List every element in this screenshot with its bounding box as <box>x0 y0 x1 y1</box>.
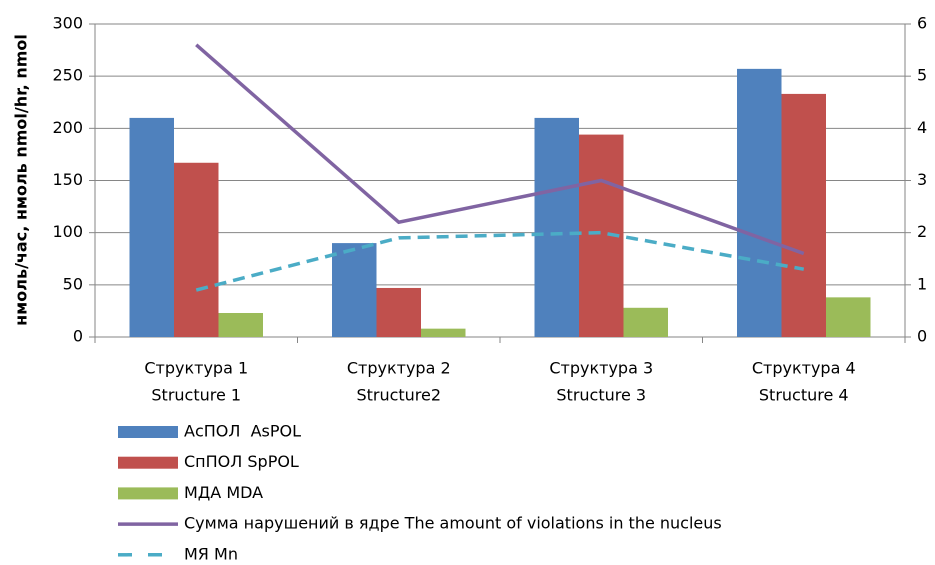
line-series <box>195 230 805 292</box>
y2-tick-label: 0 <box>917 327 927 346</box>
bar <box>376 287 421 337</box>
x-tick-label: Структура 4 <box>752 359 856 378</box>
bar <box>332 243 377 337</box>
legend-label: МЯ Mn <box>184 544 238 563</box>
y2-tick-label: 1 <box>917 274 927 293</box>
bar <box>737 68 782 337</box>
legend-swatch <box>118 456 178 469</box>
x-tick-label: Structure2 <box>356 386 441 405</box>
y-tick-label: 50 <box>63 274 83 293</box>
bar <box>218 313 263 337</box>
x-tick-label: Structure 1 <box>151 386 241 405</box>
y-tick-label: 250 <box>52 66 83 85</box>
x-tick-label: Структура 2 <box>347 359 451 378</box>
x-tick-label: Structure 4 <box>759 386 849 405</box>
legend-swatch <box>118 487 178 500</box>
y2-tick-label: 2 <box>917 222 927 241</box>
legend-label: МДА MDA <box>184 483 263 502</box>
x-tick-label: Структура 1 <box>144 359 248 378</box>
y-tick-label: 200 <box>52 118 83 137</box>
bar <box>623 307 668 337</box>
legend-label: Сумма нарушений в ядре The amount of vio… <box>184 514 722 533</box>
y-tick-label: 100 <box>52 222 83 241</box>
bar <box>421 328 466 337</box>
x-tick-label: Structure 3 <box>556 386 646 405</box>
legend-label: СпПОЛ SpPOL <box>184 452 299 471</box>
legend-label: АсПОЛ AsPOL <box>184 422 301 441</box>
bar <box>534 117 579 338</box>
bar <box>781 93 826 337</box>
x-tick-label: Структура 3 <box>549 359 653 378</box>
y-tick-label: 0 <box>73 327 83 346</box>
line-series <box>195 43 805 256</box>
y2-tick-label: 6 <box>917 14 927 33</box>
y2-tick-label: 5 <box>917 66 927 85</box>
bar <box>826 297 871 337</box>
y-tick-label: 300 <box>52 14 83 33</box>
bar <box>129 117 174 338</box>
bar <box>174 162 219 337</box>
legend-swatch <box>118 426 178 438</box>
y-axis-label: нмоль/час, нмоль nmol/hr, nmol <box>12 34 31 326</box>
y-tick-label: 150 <box>52 170 83 189</box>
y2-tick-label: 4 <box>917 118 927 137</box>
y2-tick-label: 3 <box>917 170 927 189</box>
